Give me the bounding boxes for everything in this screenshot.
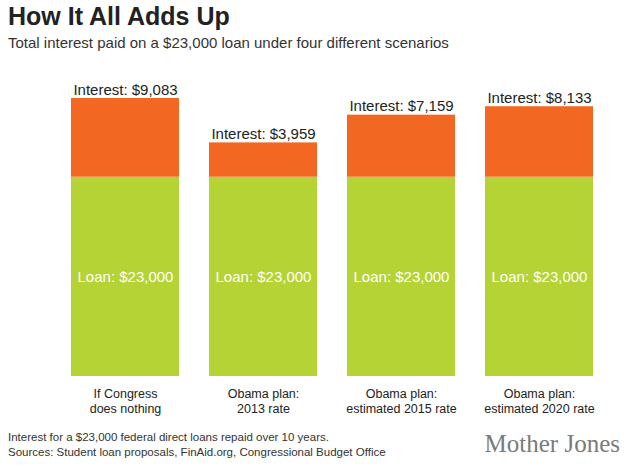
html-text:Sources: Student loan proposal: Sources: Student loan proposals, FinAid.… [8,446,386,458]
svg-text:If Congressdoes nothing: If Congressdoes nothing [90,387,162,417]
svg-text:Loan: $23,000: Loan: $23,000 [216,268,312,285]
svg-text:Obama plan:2013 rate: Obama plan:2013 rate [228,387,300,417]
svg-text:Obama plan:estimated 2015 rate: Obama plan:estimated 2015 rate [346,387,457,417]
svg-text:Loan: $23,000: Loan: $23,000 [354,268,450,285]
svg-text:Loan: $23,000: Loan: $23,000 [492,268,588,285]
svg-text:Interest: $8,133: Interest: $8,133 [487,89,591,106]
html-text:How It All Adds Up: How It All Adds Up [8,2,230,30]
svg-text:Interest: $9,083: Interest: $9,083 [73,81,177,98]
svg-text:Interest: $7,159: Interest: $7,159 [349,97,453,114]
html-text:Mother Jones: Mother Jones [484,430,620,457]
svg-text:Loan: $23,000: Loan: $23,000 [78,268,174,285]
html-text:Total interest paid on a $23,0: Total interest paid on a $23,000 loan un… [8,34,449,51]
html-text:Interest for a $23,000 federal: Interest for a $23,000 federal direct lo… [8,431,329,443]
svg-text:Interest: $3,959: Interest: $3,959 [211,125,315,142]
svg-text:Obama plan:estimated 2020 rate: Obama plan:estimated 2020 rate [484,387,595,417]
